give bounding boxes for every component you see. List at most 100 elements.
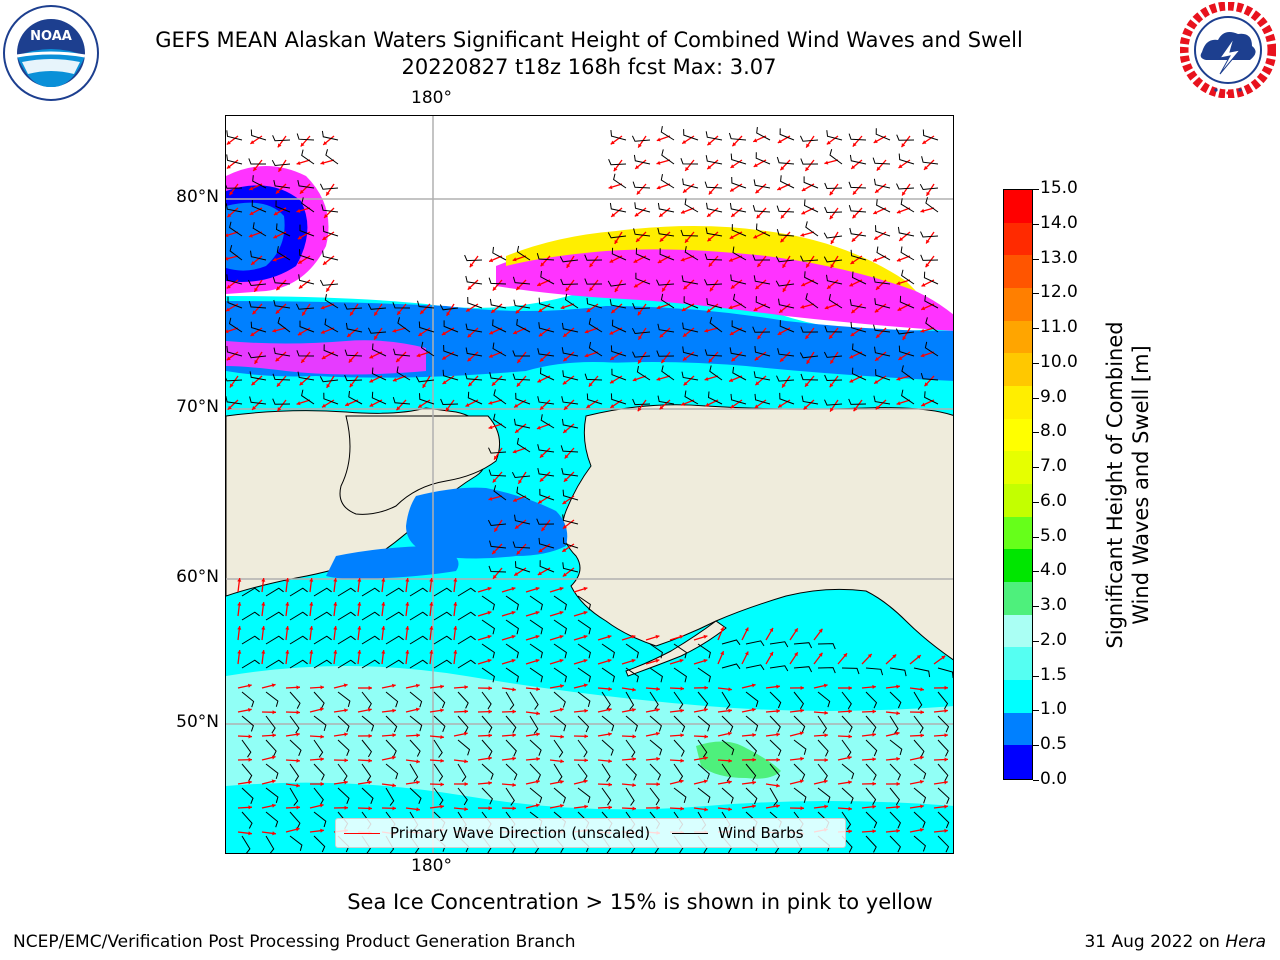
wave-direction-arrowhead [704,328,709,333]
wave-direction-arrowhead [429,602,434,606]
wind-barb [457,763,467,782]
wave-direction-arrowhead [830,407,834,412]
wave-direction-arrowhead [896,711,900,716]
wind-barb [752,254,771,261]
wave-direction-arrowhead [872,684,876,689]
wave-direction-arrowhead [440,782,444,787]
wave-direction-arrowhead [369,378,374,383]
wind-barb [803,199,819,213]
wind-barb [601,739,614,756]
colorbar-tick-label: 6.0 [1040,490,1068,511]
wind-barb [800,326,819,333]
wave-direction-arrowhead [608,732,612,737]
wave-direction-arrowhead [848,709,852,714]
wave-direction-arrowhead [322,403,326,408]
wave-direction-arrowhead [656,137,661,142]
wave-direction-arrowhead [344,780,348,785]
wave-direction-arrowhead [920,208,925,213]
wind-barb [680,229,699,237]
wave-direction-arrowhead [237,602,242,606]
wind-barb [732,293,747,309]
wave-direction-arrowhead [349,383,354,388]
wave-direction-arrowhead [680,733,684,738]
wind-barb [625,667,639,683]
wave-direction-arrowhead [782,288,787,292]
wave-direction-arrowhead [440,758,444,763]
wave-direction-arrowhead [632,757,636,762]
wave-direction-arrowhead [564,454,569,459]
wave-direction-arrowhead [632,708,636,712]
wind-barb [493,413,507,429]
wind-barb [313,715,327,732]
wind-barb [793,715,806,733]
wave-direction-arrowhead [492,550,497,554]
wave-direction-arrowhead [538,308,543,312]
wave-direction-arrowhead [727,731,732,736]
wave-direction-arrowhead [703,634,708,639]
wind-barb [457,587,476,597]
wave-direction-arrowhead [806,143,810,148]
wave-direction-arrowhead [818,652,823,657]
wave-direction-arrowhead [517,359,521,363]
wind-barb [625,787,635,806]
colorbar-segment [1004,549,1032,583]
wave-direction-arrowhead [824,305,829,310]
wave-direction-arrowhead [562,548,567,552]
wind-barb [415,376,435,383]
wave-direction-arrowhead [566,263,571,268]
wind-barb [457,635,476,645]
wave-direction-arrowhead [297,331,302,336]
wind-barb [433,739,443,758]
wave-direction-arrowhead [875,405,880,410]
title-line-1: GEFS MEAN Alaskan Waters Significant Hei… [155,28,1023,52]
wind-barb [824,374,843,382]
wind-barb [440,398,459,406]
wind-barb [529,763,541,781]
wave-direction-arrowhead [296,732,300,737]
wind-barb [397,317,411,333]
wind-barb [756,127,771,141]
wave-direction-arrowhead [944,828,948,833]
wave-direction-arrowhead [489,354,493,358]
wave-direction-arrowhead [518,479,522,484]
wind-barb [465,275,483,285]
wave-direction-arrowhead [944,685,948,690]
wind-barb [913,763,927,780]
wind-barb [561,418,579,429]
wind-barb [937,763,949,781]
wind-barb [769,739,782,757]
wave-direction-arrowhead [396,358,401,362]
wave-direction-arrowhead [562,380,567,385]
wind-barb [793,739,807,755]
wave-direction-arrowhead [320,160,325,165]
nws-logo [1179,1,1277,99]
wave-direction-arrowhead [321,330,325,334]
wave-direction-arrowhead [683,332,687,337]
wind-barb [289,715,300,734]
wind-barb [241,787,254,804]
wind-barb [889,739,903,756]
wave-direction-arrowhead [237,650,242,654]
wave-direction-arrowhead [309,650,314,654]
wind-barb [488,447,507,454]
wave-direction-arrowhead [708,262,713,267]
wind-barb [289,739,302,756]
wind-barb [601,787,612,806]
wind-barb [803,176,819,189]
wind-barb [707,391,723,405]
wave-direction-arrowhead [902,191,906,196]
wave-direction-arrowhead [635,165,640,169]
wave-direction-arrowhead [611,213,616,217]
wind-barb [776,156,795,165]
wave-direction-arrowhead [467,357,472,362]
colorbar-label-line-1: Significant Height of Combined [1103,321,1127,649]
wind-barb [823,232,843,239]
wind-barb [313,763,325,781]
wave-direction-arrowhead [405,650,410,654]
wave-direction-arrowhead [920,733,924,738]
wave-direction-arrowhead [609,259,614,263]
wave-direction-arrowhead [416,759,420,764]
wave-direction-arrowhead [636,190,641,195]
wave-direction-arrowhead [803,405,808,410]
wave-direction-arrowhead [830,240,835,244]
